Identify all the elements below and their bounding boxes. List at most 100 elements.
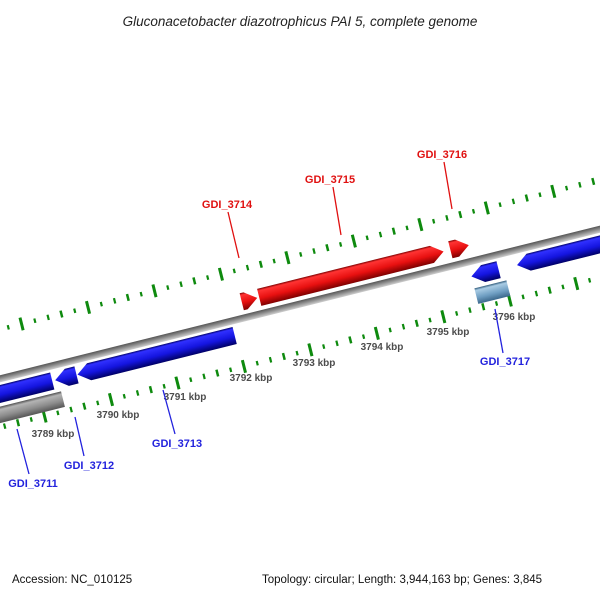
ruler-tick [46, 314, 50, 321]
ruler-tick [59, 310, 64, 318]
ruler-tick [299, 251, 303, 257]
ruler-tick [217, 267, 224, 281]
ruler-tick [378, 231, 383, 238]
ruler-tick [139, 291, 143, 297]
ruler-tick [2, 423, 7, 430]
footer-accession: Accession: NC_010125 [12, 574, 132, 586]
ruler-tick [483, 201, 490, 215]
ruler-tick [373, 326, 380, 340]
ruler-tick [547, 286, 552, 294]
ruler-tick [417, 217, 424, 232]
gene-arrow-GDI_3717 [474, 280, 511, 304]
ruler-tick [112, 297, 117, 304]
ruler-tick [428, 317, 432, 323]
gene-arrow-feature-gray-band [0, 391, 65, 433]
genome-track-scene [0, 177, 600, 433]
ruler-tick [18, 317, 25, 331]
ruler-tick [350, 234, 357, 248]
ruler-tick [189, 377, 193, 383]
gene-arrow-gene-unlabeled-right-1 [471, 261, 501, 283]
ruler-tick [550, 184, 557, 199]
ruler-label: 3794 kbp [361, 342, 404, 353]
ruler-tick [361, 334, 366, 340]
ruler-tick [506, 293, 513, 307]
gene-label-GDI_3714: GDI_3714 [202, 199, 253, 211]
gene-arrow-GDI_3711 [0, 372, 55, 414]
gene-arrow-GDI_3715 [257, 245, 444, 306]
ruler-tick [481, 303, 486, 311]
ruler-tick [445, 215, 449, 221]
gene-arrow-GDI_3713 [77, 326, 237, 381]
ruler-tick [458, 210, 463, 219]
ruler-tick [82, 402, 87, 410]
footer-topology: Topology: circular; Length: 3,944,163 bp… [262, 574, 542, 586]
ruler-tick [405, 225, 409, 231]
ruler-label: 3796 kbp [493, 312, 536, 323]
ruler-tick [99, 301, 103, 307]
ruler-tick [125, 293, 130, 302]
ruler-label: 3793 kbp [293, 358, 336, 369]
ruler-tick [229, 367, 233, 373]
ruler-tick [258, 260, 263, 268]
label-leader-line-GDI_3713 [162, 389, 176, 435]
ruler-tick [591, 177, 596, 186]
ruler-tick [494, 301, 499, 306]
ruler-tick [564, 185, 569, 191]
gene-label-GDI_3711: GDI_3711 [8, 478, 58, 490]
gene-label-GDI_3712: GDI_3712 [64, 460, 114, 472]
ruler-tick [162, 383, 166, 389]
ruler-tick [511, 198, 516, 205]
ruler-tick [240, 359, 247, 374]
ruler-tick [215, 369, 220, 377]
ruler-tick [307, 343, 314, 357]
ruler-tick [471, 208, 476, 214]
ruler-tick [148, 385, 153, 394]
gene-label-GDI_3716: GDI_3716 [417, 149, 467, 161]
gene-arrow-GDI_3716 [448, 239, 469, 259]
ruler-tick [578, 181, 582, 188]
label-leader-line-GDI_3711 [16, 428, 30, 475]
ruler-tick [268, 356, 273, 363]
ruler-label: 3795 kbp [427, 327, 470, 338]
ruler-tick [498, 202, 502, 208]
ruler-tick [538, 192, 542, 198]
ruler-tick [338, 242, 343, 247]
ruler-tick [255, 360, 259, 366]
ruler-tick [29, 417, 33, 422]
ruler-tick [534, 290, 539, 297]
ruler-tick [325, 244, 330, 252]
ruler-tick [33, 318, 37, 324]
ruler-tick [179, 281, 183, 288]
ruler-tick [561, 284, 565, 290]
label-leader-line-GDI_3717 [494, 308, 504, 354]
ruler-tick [455, 310, 459, 316]
label-leader-line-GDI_3716 [443, 161, 453, 210]
ruler-tick [401, 323, 406, 330]
ruler-tick [232, 268, 236, 274]
ruler-tick [122, 393, 126, 399]
ruler-tick [414, 319, 419, 328]
ruler-tick [312, 248, 316, 255]
ruler-tick [284, 250, 291, 265]
gene-features [0, 203, 600, 433]
ruler-tick [192, 277, 197, 285]
ruler-tick [202, 373, 206, 380]
ruler-tick [432, 218, 436, 224]
label-leader-line-GDI_3714 [227, 211, 240, 259]
ruler-tick [524, 194, 529, 202]
ruler-tick [96, 400, 100, 406]
ruler-tick [73, 308, 77, 314]
ruler-tick [391, 227, 396, 235]
ruler-tick [56, 410, 60, 416]
ruler-tick [166, 285, 170, 290]
ruler-tick [272, 258, 276, 264]
ruler-tick [468, 307, 472, 314]
ruler-label: 3790 kbp [97, 410, 140, 421]
ruler-tick [107, 392, 115, 407]
ruler-tick [521, 294, 525, 300]
gene-label-GDI_3715: GDI_3715 [305, 174, 355, 186]
ruler-tick [335, 340, 339, 347]
ruler-tick [281, 352, 286, 361]
